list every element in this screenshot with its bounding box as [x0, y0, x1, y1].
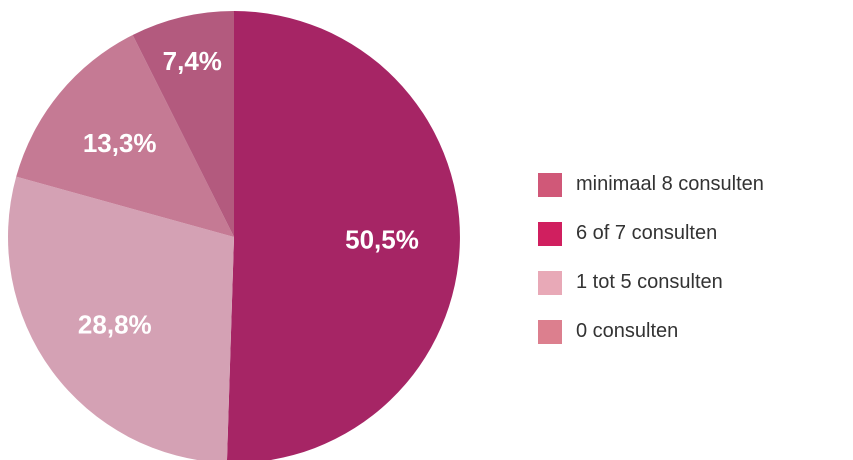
legend-label: 1 tot 5 consulten — [576, 271, 723, 293]
slice-value-label: 28,8% — [78, 310, 152, 340]
legend-swatch — [538, 270, 562, 295]
legend-label: minimaal 8 consulten — [576, 173, 764, 195]
legend-item: 1 tot 5 consulten — [538, 258, 764, 307]
legend-swatch — [538, 319, 562, 344]
pie-chart: 50,5% 28,8% 13,3% 7,4% — [8, 10, 460, 460]
legend-swatch — [538, 172, 562, 197]
pie-slice — [16, 34, 235, 237]
pie-slice — [8, 176, 234, 460]
legend-item: 0 consulten — [538, 307, 764, 356]
slice-value-label: 7,4% — [163, 46, 222, 76]
slice-value-label: 13,3% — [83, 128, 157, 158]
legend-label: 0 consulten — [576, 320, 679, 342]
pie-slice — [132, 10, 234, 237]
pie-slice — [226, 11, 460, 460]
slice-value-label: 50,5% — [345, 224, 419, 254]
legend-swatch — [538, 221, 562, 246]
legend-label: 6 of 7 consulten — [576, 222, 718, 244]
legend-item: 6 of 7 consulten — [538, 209, 764, 258]
legend-item: minimaal 8 consulten — [538, 160, 764, 209]
legend: minimaal 8 consulten 6 of 7 consulten 1 … — [538, 160, 764, 356]
